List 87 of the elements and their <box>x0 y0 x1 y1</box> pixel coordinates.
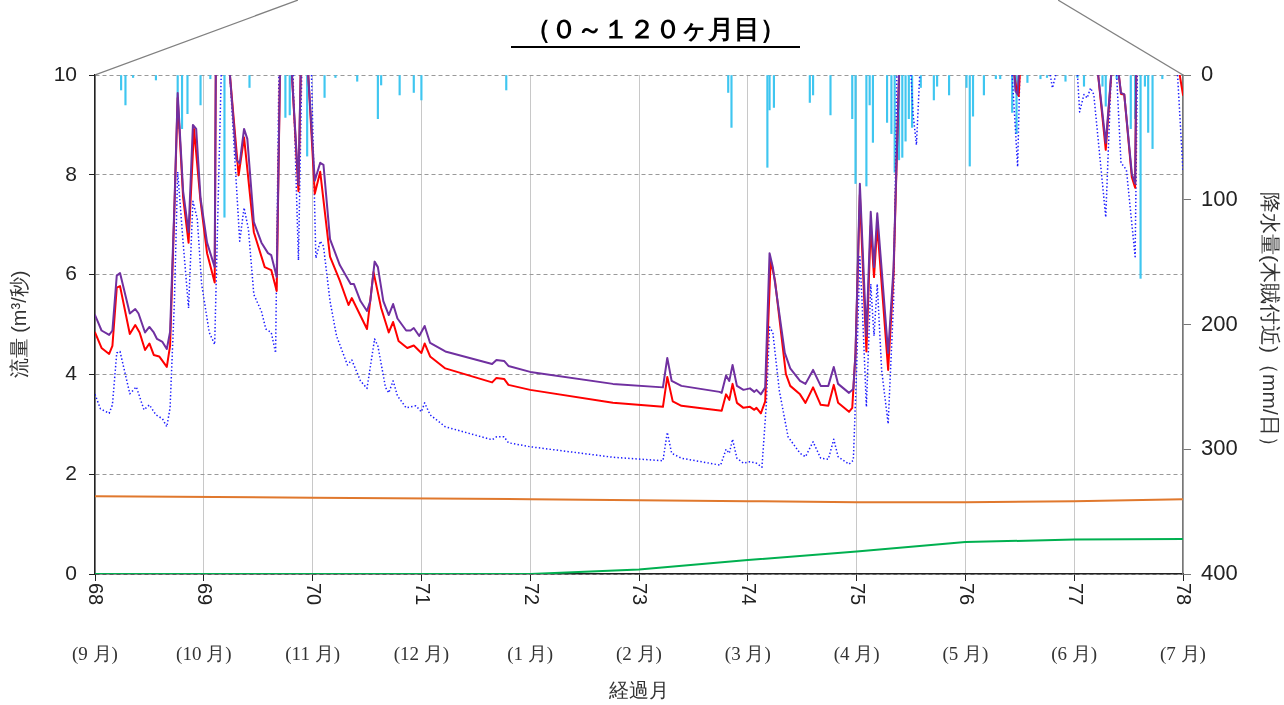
y-tick-label: 6 <box>65 261 77 285</box>
bar <box>412 75 415 93</box>
bar <box>1045 75 1049 78</box>
bar <box>1104 75 1107 107</box>
bar <box>1161 75 1164 80</box>
bar <box>829 75 832 116</box>
x-tick-label: 74 <box>738 583 761 606</box>
bar <box>772 75 775 108</box>
bar <box>1039 75 1042 80</box>
y-tick-label: 10 <box>53 61 77 85</box>
x-tick-label: 69 <box>194 583 217 606</box>
text: (10 月) <box>176 642 232 665</box>
bar <box>865 75 868 187</box>
bar <box>376 75 379 119</box>
y2-tick-label: 100 <box>1201 185 1238 211</box>
x-tick-label: 70 <box>303 583 326 606</box>
x-tick-label: 76 <box>955 583 978 606</box>
x-tick-label: 78 <box>1173 583 1196 606</box>
bar <box>1151 75 1154 149</box>
y-tick-label: 4 <box>65 361 78 385</box>
bar <box>284 75 287 118</box>
bar <box>132 75 135 78</box>
bar <box>356 75 359 82</box>
bar <box>854 75 857 184</box>
bar <box>919 75 922 88</box>
text: (5 月) <box>942 642 989 665</box>
bar <box>154 75 158 81</box>
text: (7 月) <box>1160 642 1206 665</box>
y2-tick-label: 200 <box>1201 310 1238 336</box>
text: (2 月) <box>616 642 662 665</box>
y2-tick-label: 400 <box>1201 560 1238 586</box>
x-tick-label: 77 <box>1064 583 1087 606</box>
bar <box>1026 75 1029 83</box>
bar <box>948 75 951 96</box>
text: (4 月) <box>833 642 880 665</box>
text: (1 月) <box>507 642 554 665</box>
bar <box>1082 75 1086 87</box>
text: (6 月) <box>1051 642 1098 665</box>
x-tick-label: 73 <box>629 583 652 606</box>
bar <box>808 75 811 103</box>
text: (11 月) <box>285 642 340 665</box>
bar <box>968 75 971 167</box>
y-tick-label: 0 <box>65 560 77 584</box>
bar <box>398 75 401 96</box>
bar <box>306 75 309 157</box>
bar <box>209 75 212 80</box>
bar <box>248 75 251 88</box>
bar <box>199 75 202 106</box>
bar <box>1147 75 1150 133</box>
bar <box>124 75 127 106</box>
bar <box>1064 75 1067 82</box>
text: (9 月) <box>72 642 118 665</box>
bar <box>885 75 889 123</box>
y-tick-label: 8 <box>65 161 77 185</box>
x-tick-label: 71 <box>411 583 434 606</box>
bar <box>982 75 985 96</box>
x-tick-label: 72 <box>520 583 543 606</box>
bar <box>323 75 326 98</box>
bar <box>505 75 508 91</box>
chart-title: （０～１２０ヶ月目） <box>510 14 800 48</box>
y2-tick-label: 300 <box>1201 435 1238 461</box>
y2-tick-label: 0 <box>1201 61 1214 87</box>
bar <box>766 75 769 168</box>
bar <box>223 75 226 218</box>
bar <box>994 75 997 80</box>
x-axis-title: 経過月 <box>608 678 669 701</box>
bar <box>1139 75 1142 279</box>
text: (3 月) <box>724 642 771 665</box>
bar <box>999 75 1002 80</box>
text: (12 月) <box>393 642 450 665</box>
x-tick-label: 75 <box>847 583 870 606</box>
bar <box>1129 75 1132 129</box>
bar <box>730 75 733 128</box>
bar <box>180 75 184 129</box>
bar <box>420 75 423 101</box>
bar <box>186 75 189 114</box>
bar <box>120 75 123 91</box>
y2-axis-title: 降水量(木賊付近)（mm/日） <box>1258 192 1282 457</box>
y-tick-label: 2 <box>65 461 77 484</box>
bar <box>871 75 874 143</box>
bar <box>288 75 291 116</box>
x-tick-label: 68 <box>85 583 108 606</box>
bar <box>932 75 935 101</box>
bar <box>901 75 904 158</box>
bar <box>334 75 337 78</box>
y-axis-title: 流量 (m³/秒) <box>7 270 30 379</box>
bar <box>890 75 893 134</box>
